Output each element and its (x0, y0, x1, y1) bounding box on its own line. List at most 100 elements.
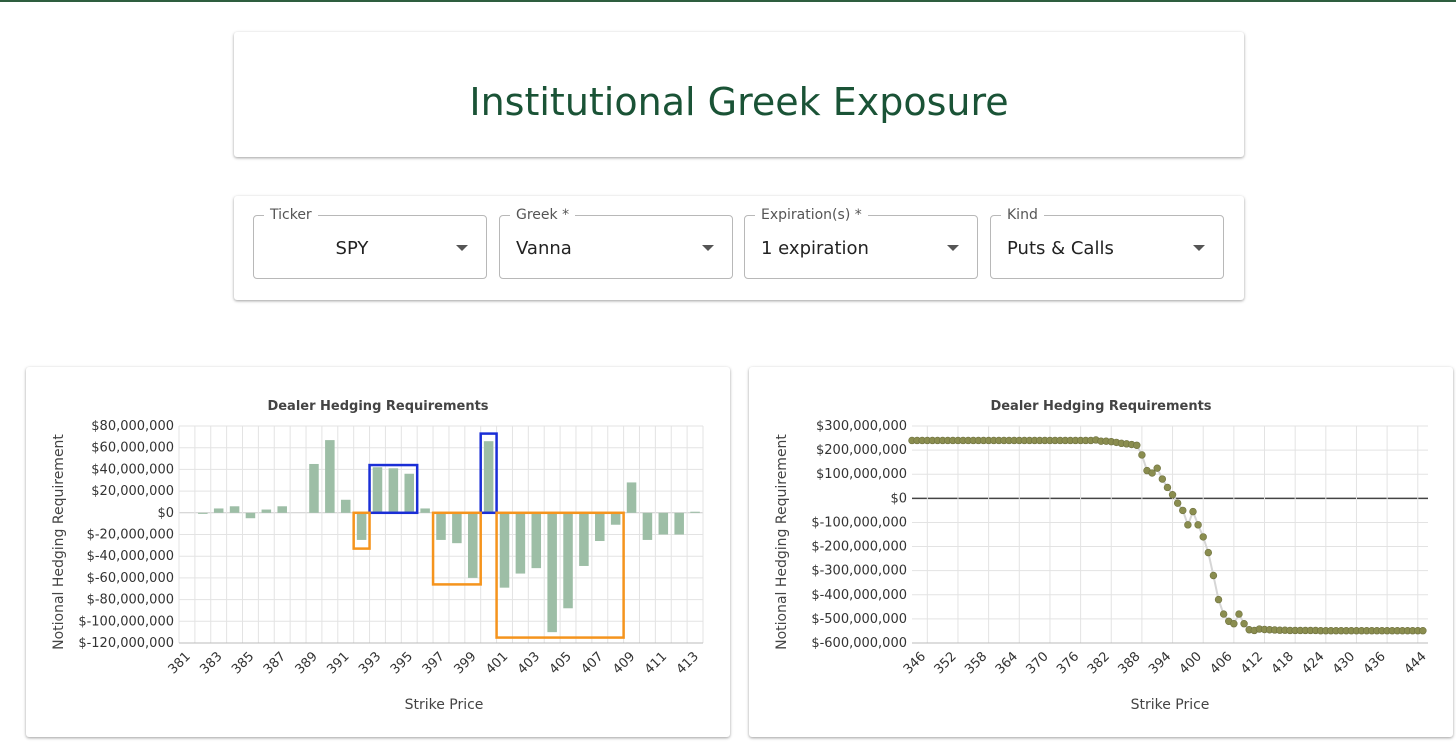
scatter-chart-card: Dealer Hedging Requirements Notional Hed… (749, 367, 1453, 737)
greek-label: Greek * (510, 207, 576, 223)
bar (579, 512, 589, 566)
data-point (1230, 620, 1238, 628)
x-tick-label: 395 (388, 649, 416, 677)
scatter-chart: Dealer Hedging Requirements Notional Hed… (774, 399, 1430, 713)
y-tick-label: $300,000,000 (816, 419, 907, 434)
bar (420, 508, 430, 513)
title-card: Institutional Greek Exposure (234, 32, 1244, 157)
x-tick-label: 352 (932, 649, 960, 677)
x-tick-label: 401 (483, 649, 511, 677)
x-tick-label: 394 (1146, 649, 1174, 677)
bar (388, 468, 399, 513)
chart-title: Dealer Hedging Requirements (990, 399, 1211, 414)
chevron-down-icon[interactable] (1193, 245, 1205, 251)
bar (213, 508, 224, 513)
bar-chart: Dealer Hedging Requirements Notional Hed… (51, 399, 704, 713)
bar (325, 440, 335, 513)
ticker-value: SPY (335, 238, 369, 259)
x-tick-label: 418 (1269, 649, 1297, 677)
x-tick-label: 391 (324, 649, 352, 677)
x-axis-title: Strike Price (405, 697, 484, 713)
bar (452, 512, 462, 544)
bar (340, 499, 351, 513)
x-tick-label: 393 (356, 649, 384, 677)
data-point (1209, 571, 1218, 580)
y-tick-label: $-40,000,000 (87, 549, 174, 564)
data-point (1419, 627, 1427, 635)
x-tick-label: 397 (420, 649, 448, 677)
y-tick-label: $0 (157, 506, 174, 521)
bar (515, 512, 526, 574)
data-point (1194, 521, 1202, 529)
y-tick-label: $-100,000,000 (811, 515, 907, 530)
x-tick-label: 364 (993, 649, 1021, 677)
y-tick-label: $-120,000,000 (78, 636, 174, 651)
bar (674, 512, 684, 535)
bar (261, 509, 272, 513)
ticker-label: Ticker (264, 207, 318, 223)
bar (372, 467, 383, 513)
y-tick-label: $0 (890, 491, 907, 506)
x-axis-title: Strike Price (1131, 697, 1210, 713)
x-tick-label: 436 (1361, 649, 1389, 677)
chevron-down-icon[interactable] (947, 245, 959, 251)
x-tick-label: 376 (1054, 649, 1082, 677)
y-tick-label: $60,000,000 (91, 441, 174, 456)
x-tick-label: 407 (578, 649, 606, 677)
x-tick-label: 405 (547, 649, 575, 677)
data-point (1138, 451, 1146, 459)
data-point (1168, 491, 1177, 499)
bar (499, 512, 510, 588)
y-tick-label: $-400,000,000 (811, 588, 907, 603)
data-point (1184, 521, 1192, 529)
chevron-down-icon[interactable] (702, 245, 714, 251)
x-tick-label: 383 (197, 649, 225, 677)
bar (404, 473, 415, 513)
greek-select[interactable]: Greek * Vanna (499, 207, 733, 279)
y-tick-label: $-80,000,000 (87, 593, 174, 608)
y-tick-label: $-200,000,000 (811, 540, 907, 555)
y-tick-label: $-600,000,000 (811, 636, 907, 651)
bar (690, 511, 700, 513)
bar (658, 512, 669, 535)
data-point (1199, 533, 1207, 541)
data-point (1204, 548, 1213, 557)
data-point (1158, 475, 1167, 483)
bar (436, 512, 446, 540)
data-point (1133, 441, 1141, 449)
y-tick-label: $40,000,000 (91, 462, 174, 477)
bar (595, 512, 605, 542)
bar (467, 512, 478, 578)
x-tick-label: 382 (1085, 649, 1113, 677)
x-tick-label: 409 (610, 649, 638, 677)
y-axis-title: Notional Hedging Requirement (774, 434, 790, 650)
chevron-down-icon[interactable] (456, 245, 468, 251)
y-tick-label: $-60,000,000 (87, 571, 174, 586)
kind-select[interactable]: Kind Puts & Calls (990, 207, 1224, 279)
bar (198, 512, 208, 514)
orange-highlight-box (352, 511, 371, 550)
ticker-select[interactable]: Ticker SPY (253, 207, 487, 279)
orange-highlight-box (431, 511, 482, 586)
blue-highlight-box (479, 432, 498, 515)
x-tick-label: 413 (674, 649, 702, 677)
data-point (1179, 506, 1187, 515)
bar-chart-card: Dealer Hedging Requirements Notional Hed… (26, 367, 730, 737)
bar (483, 441, 494, 513)
x-tick-label: 412 (1238, 649, 1266, 677)
kind-label: Kind (1001, 207, 1044, 223)
x-tick-label: 358 (962, 649, 990, 677)
y-tick-label: $-100,000,000 (78, 614, 174, 629)
y-axis-title: Notional Hedging Requirement (51, 434, 67, 650)
x-tick-label: 411 (642, 649, 670, 677)
bar (229, 506, 240, 513)
orange-highlight-box (495, 511, 625, 639)
data-point (1153, 464, 1161, 472)
x-tick-label: 385 (229, 649, 257, 677)
x-tick-label: 430 (1330, 649, 1358, 677)
expiration-select[interactable]: Expiration(s) * 1 expiration (744, 207, 978, 279)
x-tick-label: 388 (1115, 649, 1143, 677)
y-tick-label: $-300,000,000 (811, 564, 907, 579)
x-tick-label: 403 (515, 649, 543, 677)
y-tick-label: $80,000,000 (91, 419, 174, 434)
